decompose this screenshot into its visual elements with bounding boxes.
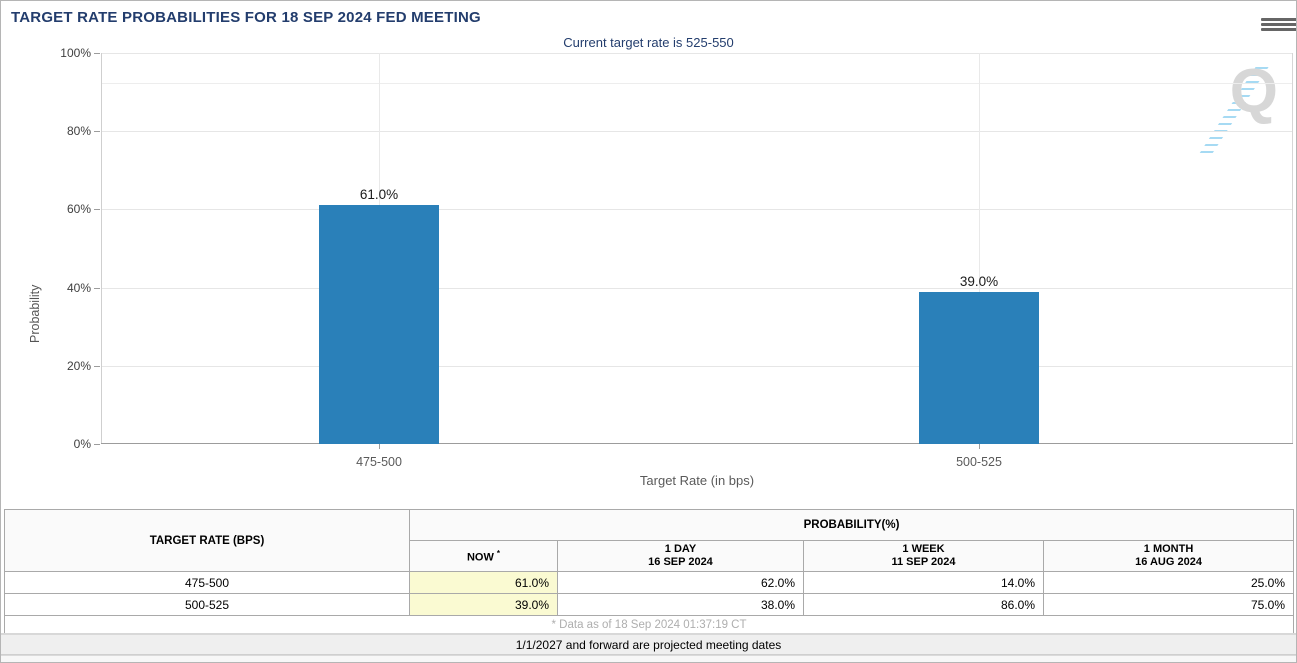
cell-rate: 475-500: [4, 571, 410, 594]
y-tick-label: 0%: [73, 437, 101, 451]
hamburger-icon: [1261, 18, 1296, 31]
cell-1-month: 25.0%: [1042, 571, 1295, 594]
cell-1-day: 62.0%: [557, 571, 804, 594]
bar-value-label: 61.0%: [359, 187, 399, 202]
x-tick: [979, 444, 980, 449]
gridline-20: [102, 366, 1292, 367]
y-tick-label: 80%: [66, 124, 101, 138]
col-group-header-probability: PROBABILITY(%): [408, 509, 1295, 541]
page-title: TARGET RATE PROBABILITIES FOR 18 SEP 202…: [11, 9, 481, 26]
chart-subtitle: Current target rate is 525-550: [563, 35, 734, 50]
data-as-of-footnote: * Data as of 18 Sep 2024 01:37:19 CT: [3, 615, 1295, 635]
x-axis-line: [101, 443, 1293, 444]
y-axis-title: Probability: [28, 284, 42, 343]
col-header-1-week: 1 WEEK 11 SEP 2024: [803, 540, 1044, 572]
cell-1-day: 38.0%: [557, 593, 804, 616]
bar-500-525[interactable]: [919, 292, 1039, 444]
table-row: 500-525 39.0% 38.0% 86.0% 75.0%: [4, 593, 1295, 616]
cell-now: 39.0%: [409, 593, 558, 616]
chart-context-menu-button[interactable]: [1261, 18, 1296, 33]
col-header-target-rate: TARGET RATE (BPS): [4, 509, 410, 572]
bar-column-475-500: 61.0%: [319, 53, 439, 444]
gridline-minor: [102, 83, 1292, 84]
cell-now: 61.0%: [409, 571, 558, 594]
x-tick: [379, 444, 380, 449]
cell-1-month: 75.0%: [1042, 593, 1295, 616]
bar-value-label: 39.0%: [959, 274, 999, 289]
q-logo-icon: Q: [1229, 57, 1278, 126]
quikstrike-watermark: Q: [1198, 57, 1284, 161]
projected-dates-note-band: 1/1/2027 and forward are projected meeti…: [1, 633, 1296, 655]
col-header-1-month: 1 MONTH 16 AUG 2024: [1042, 540, 1295, 572]
chart-plot-area: Q 100% 80% 60% 40% 20% 0% Probability 61…: [28, 46, 1293, 488]
bar-column-500-525: 39.0%: [919, 53, 1039, 444]
gridline-80: [102, 131, 1292, 132]
gridline-40: [102, 288, 1292, 289]
y-tick-label: 40%: [66, 281, 101, 295]
y-tick-label: 100%: [60, 46, 100, 60]
x-axis-title: Target Rate (in bps): [639, 473, 755, 488]
probability-table: TARGET RATE (BPS) PROBABILITY(%) NOW * 1…: [3, 509, 1295, 635]
cell-1-week: 14.0%: [803, 571, 1044, 594]
gridline-100: [102, 53, 1292, 54]
table-row: 475-500 61.0% 62.0% 14.0% 25.0%: [4, 571, 1295, 594]
x-category-label: 500-525: [956, 455, 1002, 469]
y-tick-label: 60%: [66, 202, 101, 216]
col-header-1-day: 1 DAY 16 SEP 2024: [557, 540, 804, 572]
cell-rate: 500-525: [4, 593, 410, 616]
vertical-gridline: [979, 53, 980, 444]
gridline-60: [102, 209, 1292, 210]
y-tick-label: 20%: [66, 359, 101, 373]
col-header-now: NOW *: [409, 540, 558, 572]
bar-475-500[interactable]: [319, 205, 439, 444]
cell-1-week: 86.0%: [803, 593, 1044, 616]
bottom-strip: [1, 655, 1296, 662]
projected-dates-note: 1/1/2027 and forward are projected meeti…: [515, 637, 782, 652]
x-category-label: 475-500: [356, 455, 402, 469]
